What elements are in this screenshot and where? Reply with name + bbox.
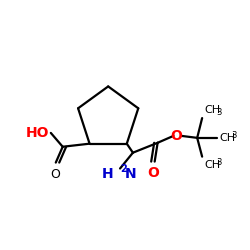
Text: CH: CH: [219, 133, 235, 143]
Text: N: N: [125, 168, 136, 181]
Text: CH: CH: [204, 105, 220, 115]
Text: 2: 2: [120, 164, 127, 174]
Text: O: O: [148, 166, 160, 179]
Text: 3: 3: [216, 158, 221, 167]
Text: H: H: [102, 168, 113, 181]
Text: 3: 3: [231, 131, 236, 140]
Text: O: O: [50, 168, 60, 180]
Text: CH: CH: [204, 160, 220, 170]
Text: 3: 3: [216, 108, 221, 117]
Text: HO: HO: [25, 126, 49, 140]
Text: O: O: [170, 129, 182, 143]
